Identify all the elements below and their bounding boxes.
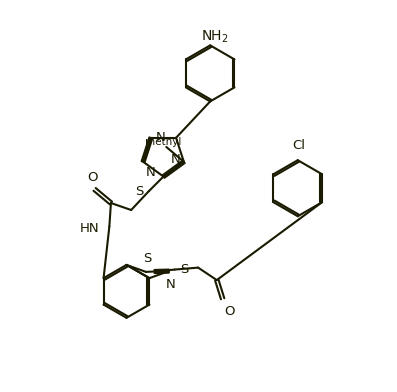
Text: S: S [180, 263, 188, 276]
Text: O: O [224, 305, 234, 318]
Text: N: N [171, 153, 181, 166]
Text: Cl: Cl [292, 139, 305, 152]
Text: N: N [166, 278, 175, 291]
Text: NH$_2$: NH$_2$ [201, 29, 229, 45]
Text: S: S [135, 185, 143, 198]
Text: N: N [146, 167, 156, 180]
Text: N: N [156, 131, 165, 144]
Text: methyl: methyl [145, 137, 182, 147]
Text: HN: HN [80, 222, 100, 235]
Text: O: O [87, 171, 98, 184]
Text: S: S [143, 252, 151, 265]
